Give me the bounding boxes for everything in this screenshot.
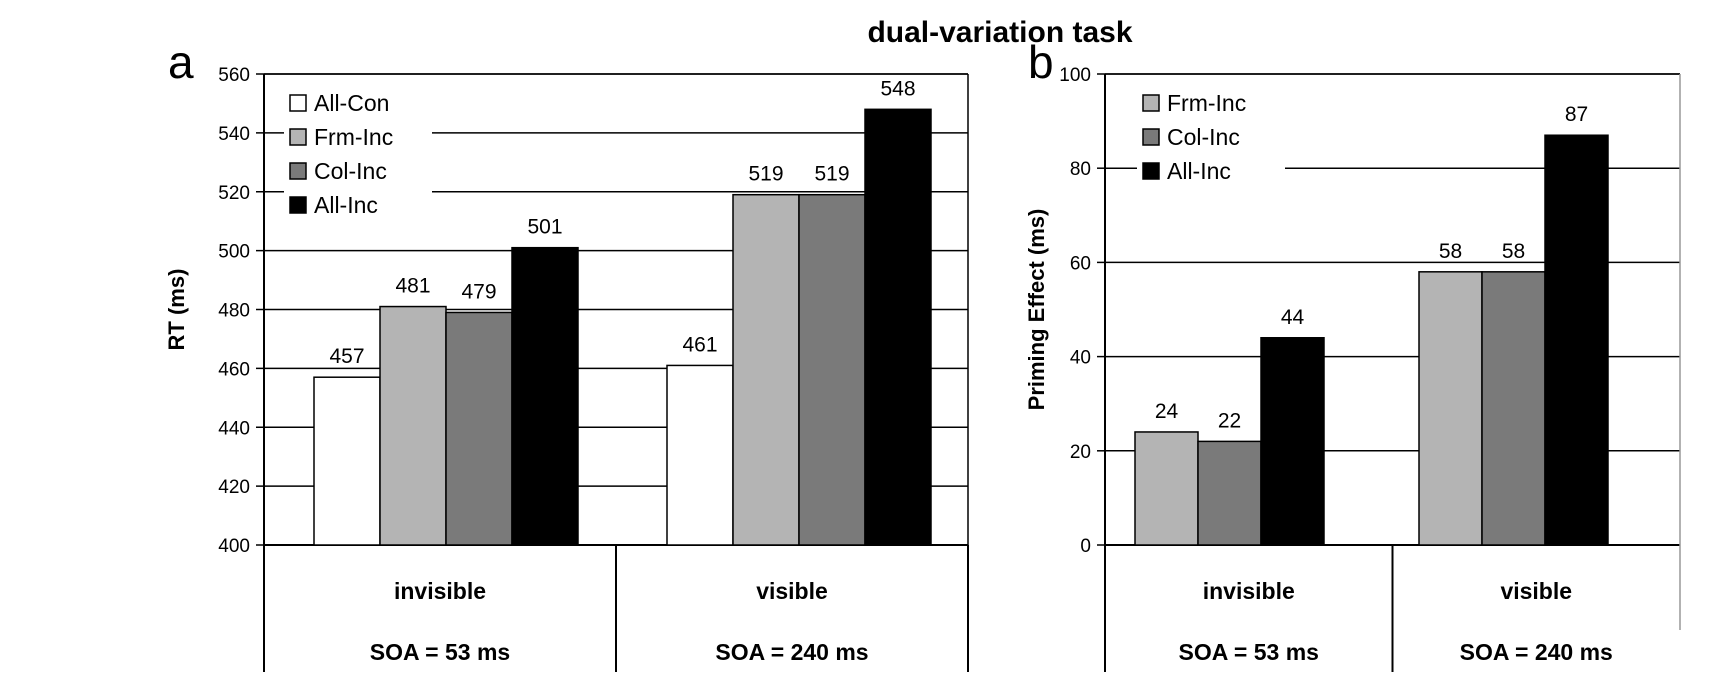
panel-a-category-sublabel: SOA = 240 ms bbox=[715, 639, 868, 665]
panel-b-bar bbox=[1260, 337, 1325, 546]
panel-b-value-label: 58 bbox=[1439, 240, 1462, 263]
panel-a-category-sublabel: SOA = 53 ms bbox=[370, 639, 510, 665]
panel-b-value-label: 58 bbox=[1502, 240, 1525, 263]
panel-a-legend-label: Frm-Inc bbox=[314, 124, 393, 150]
panel-a-y-tick-label: 520 bbox=[218, 183, 250, 204]
panel-b-legend-label: Col-Inc bbox=[1167, 124, 1240, 150]
panel-b-y-tick-label: 20 bbox=[1070, 442, 1091, 463]
panel-a-value-label: 457 bbox=[329, 345, 364, 368]
panel-a-y-tick-label: 560 bbox=[218, 65, 250, 86]
panel-a-bar bbox=[732, 193, 800, 546]
panel-b-category-sublabel: SOA = 53 ms bbox=[1179, 639, 1319, 665]
panel-b-legend-swatch bbox=[1142, 94, 1160, 112]
panel-b-legend-swatch bbox=[1142, 162, 1160, 180]
panel-a-value-label: 461 bbox=[682, 333, 717, 356]
panel-b-category-label: invisible bbox=[1203, 578, 1295, 604]
panel-a-legend-swatch bbox=[289, 94, 307, 112]
panel-a-legend-label: All-Inc bbox=[314, 192, 378, 218]
panel-a-value-label: 501 bbox=[527, 216, 562, 239]
panel-a-legend-swatch bbox=[289, 162, 307, 180]
panel-b-bar bbox=[1134, 431, 1199, 546]
panel-b-bar bbox=[1481, 271, 1546, 546]
panel-b-y-tick-label: 40 bbox=[1070, 348, 1091, 369]
panel-a-bar bbox=[313, 376, 381, 546]
panel-a-bar bbox=[864, 108, 932, 546]
panel-a-y-axis-label: RT (ms) bbox=[164, 269, 189, 351]
panel-b-value-label: 87 bbox=[1565, 103, 1588, 126]
panel-b-value-label: 24 bbox=[1155, 400, 1179, 423]
panel-a-bar bbox=[798, 193, 866, 546]
panel-a-y-tick-label: 400 bbox=[218, 536, 250, 557]
panel-a-value-label: 548 bbox=[880, 77, 915, 100]
panel-b-letter: b bbox=[1028, 36, 1054, 88]
panel-a-bar bbox=[511, 246, 579, 546]
panel-a-category-label: invisible bbox=[394, 578, 486, 604]
panel-a-value-label: 481 bbox=[395, 275, 430, 298]
panel-b-category-sublabel: SOA = 240 ms bbox=[1460, 639, 1613, 665]
panel-b-bar bbox=[1418, 271, 1483, 546]
panel-a-legend-swatch bbox=[289, 196, 307, 214]
panel-a-legend-swatch bbox=[289, 128, 307, 146]
panel-a-bar bbox=[445, 311, 513, 546]
figure-title: dual-variation task bbox=[867, 16, 1132, 49]
panel-a-y-tick-label: 420 bbox=[218, 477, 250, 498]
panel-a-y-tick-label: 440 bbox=[218, 418, 250, 439]
panel-a-y-tick-label: 500 bbox=[218, 242, 250, 263]
panel-a-category-label: visible bbox=[756, 578, 828, 604]
panel-a-bar bbox=[666, 364, 734, 546]
panel-a-bar bbox=[379, 305, 447, 546]
panel-b-legend-swatch bbox=[1142, 128, 1160, 146]
panel-a-letter: a bbox=[168, 36, 194, 88]
panel-a-y-tick-label: 480 bbox=[218, 301, 250, 322]
panel-b-category-label: visible bbox=[1500, 578, 1572, 604]
panel-b-legend-label: All-Inc bbox=[1167, 158, 1231, 184]
panel-b-y-tick-label: 0 bbox=[1080, 536, 1091, 557]
panel-b-y-tick-label: 80 bbox=[1070, 159, 1091, 180]
panel-b-value-label: 44 bbox=[1281, 306, 1305, 329]
panel-a-value-label: 519 bbox=[748, 163, 783, 186]
panel-b-y-tick-label: 60 bbox=[1070, 253, 1091, 274]
panel-b-bar bbox=[1197, 440, 1262, 546]
panel-a-legend-label: Col-Inc bbox=[314, 158, 387, 184]
panel-b-y-tick-label: 100 bbox=[1059, 65, 1091, 86]
panel-b-y-axis-label: Priming Effect (ms) bbox=[1024, 209, 1049, 411]
panel-a-y-tick-label: 460 bbox=[218, 359, 250, 380]
panel-a-y-tick-label: 540 bbox=[218, 124, 250, 145]
panel-b-legend-label: Frm-Inc bbox=[1167, 90, 1246, 116]
panel-a-value-label: 479 bbox=[461, 280, 496, 303]
panel-a-legend-box bbox=[284, 84, 432, 228]
panel-a-legend-label: All-Con bbox=[314, 90, 389, 116]
panel-a-value-label: 519 bbox=[814, 163, 849, 186]
panel-b-value-label: 22 bbox=[1218, 409, 1241, 432]
panel-b-legend-box bbox=[1137, 84, 1285, 194]
panel-b-bar bbox=[1544, 134, 1609, 546]
